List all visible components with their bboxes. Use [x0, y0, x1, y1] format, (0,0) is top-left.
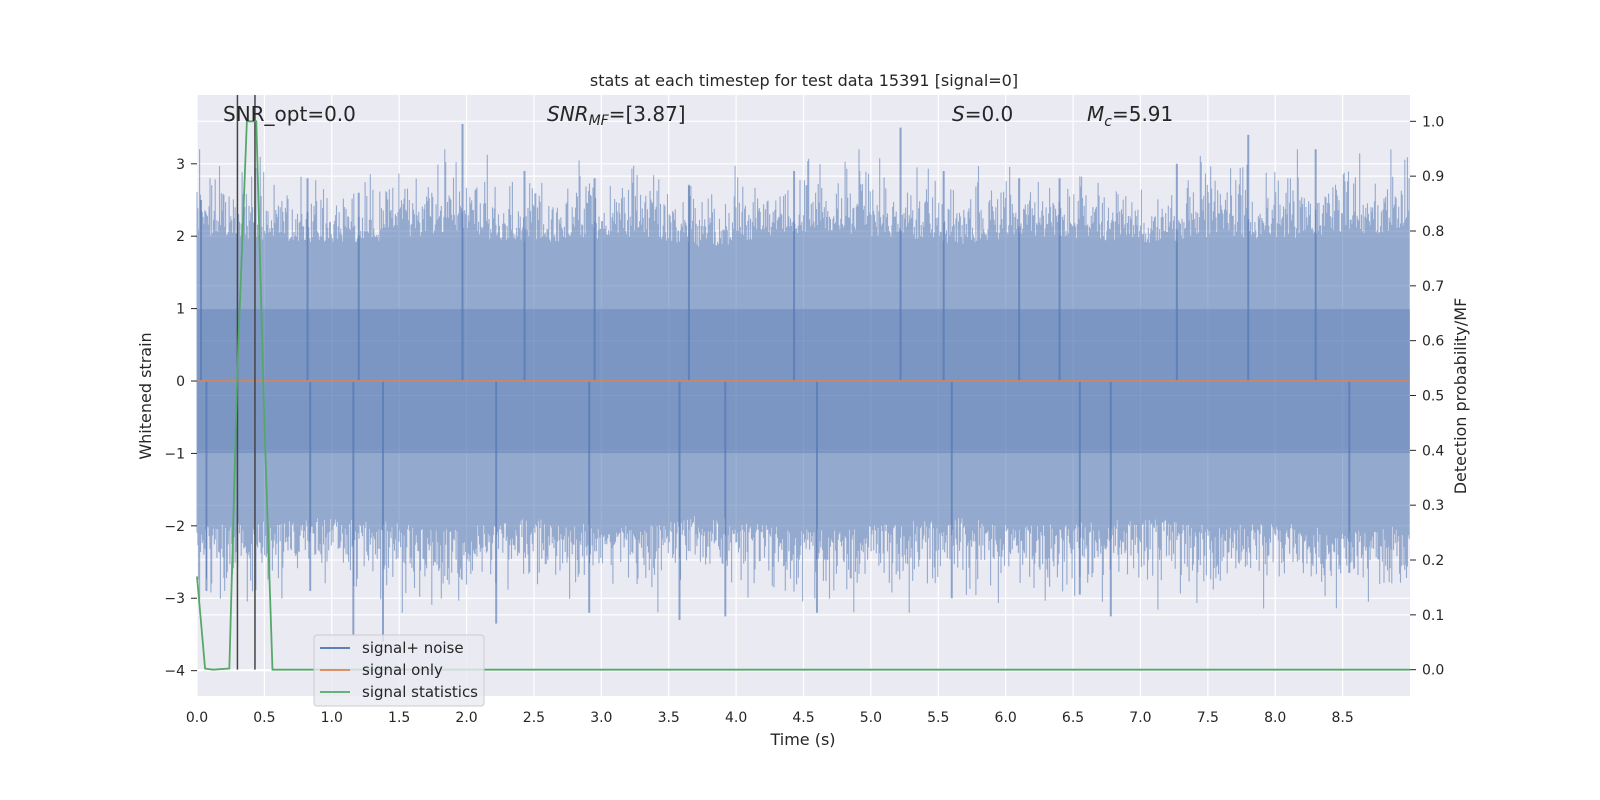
- x-tick-label: 4.0: [725, 710, 747, 726]
- x-tick-label: 6.0: [995, 710, 1017, 726]
- legend-box: [313, 634, 485, 707]
- x-tick-label: 6.5: [1062, 710, 1084, 726]
- y-tick-label: 0: [176, 374, 185, 390]
- signal-statistics-line: [196, 120, 1410, 671]
- y2-tick-label: 0.3: [1422, 498, 1444, 514]
- y-tick-label: −1: [164, 446, 185, 462]
- y2-tick-label: 0.7: [1422, 279, 1444, 295]
- chart-title: stats at each timestep for test data 153…: [590, 71, 1018, 90]
- y-axis-label: Whitened strain: [136, 332, 155, 459]
- x-tick-label: 7.0: [1129, 710, 1151, 726]
- x-tick-label: 8.0: [1264, 710, 1286, 726]
- x-tick-label: 0.0: [186, 710, 208, 726]
- y-tick-label: −3: [164, 591, 185, 607]
- legend-label-signal-only: signal only: [362, 661, 443, 679]
- x-axis-label: Time (s): [769, 730, 835, 749]
- x-tick-label: 0.5: [253, 710, 275, 726]
- y-tick-label: 1: [176, 302, 185, 318]
- x-tick-label: 4.5: [792, 710, 814, 726]
- y-tick-label: −4: [164, 664, 185, 680]
- x-tick-label: 5.0: [860, 710, 882, 726]
- x-tick-label: 2.5: [523, 710, 545, 726]
- x-tick-label: 3.0: [590, 710, 612, 726]
- y2-tick-label: 0.4: [1422, 443, 1444, 459]
- y-tick-label: 2: [176, 229, 185, 245]
- y-tick-label: 3: [176, 157, 185, 173]
- y2-axis-label: Detection probability/MF: [1451, 298, 1470, 495]
- annotation-snr-mf: SNRMF=[3.87]: [547, 102, 686, 129]
- y2-tick-label: 0.8: [1422, 224, 1444, 240]
- annotation-snr-opt: SNR_opt=0.0: [223, 102, 356, 126]
- y2-tick-label: 0.2: [1422, 553, 1444, 569]
- signal-noise-band: [196, 149, 1410, 613]
- x-axis-ticks: 0.0 0.5 1.0 1.5 2.0 2.5 3.0 3.5 4.0 4.5 5.0 5.5 6.0 6…: [186, 710, 1354, 726]
- x-tick-label: 3.5: [658, 710, 680, 726]
- x-tick-label: 1.0: [321, 710, 343, 726]
- y-axis-ticks: −4 −3 −2 −1 0 1 2 3: [164, 157, 197, 680]
- legend-label-signal-noise: signal+ noise: [362, 639, 464, 657]
- x-tick-label: 7.5: [1197, 710, 1219, 726]
- y2-tick-label: 0.6: [1422, 334, 1444, 350]
- x-tick-label: 2.0: [455, 710, 477, 726]
- y2-tick-label: 1.0: [1422, 114, 1444, 130]
- y2-tick-label: 0.0: [1422, 663, 1444, 679]
- x-tick-label: 8.5: [1331, 710, 1353, 726]
- annotation-s: S=0.0: [952, 102, 1013, 126]
- legend-label-signal-statistics: signal statistics: [362, 683, 478, 701]
- y2-tick-label: 0.5: [1422, 389, 1444, 405]
- x-tick-label: 1.5: [388, 710, 410, 726]
- y2-tick-label: 0.1: [1422, 608, 1444, 624]
- x-tick-label: 5.5: [927, 710, 949, 726]
- annotation-mc: Mc=5.91: [1087, 102, 1173, 130]
- legend: signal+ noise signal only signal statist…: [313, 634, 485, 707]
- y-tick-label: −2: [164, 519, 185, 535]
- y2-axis-ticks: 0.0 0.1 0.2 0.3 0.4 0.5 0.6 0.7 0.8 0.9 1.0: [1410, 114, 1444, 679]
- y2-tick-label: 0.9: [1422, 169, 1444, 185]
